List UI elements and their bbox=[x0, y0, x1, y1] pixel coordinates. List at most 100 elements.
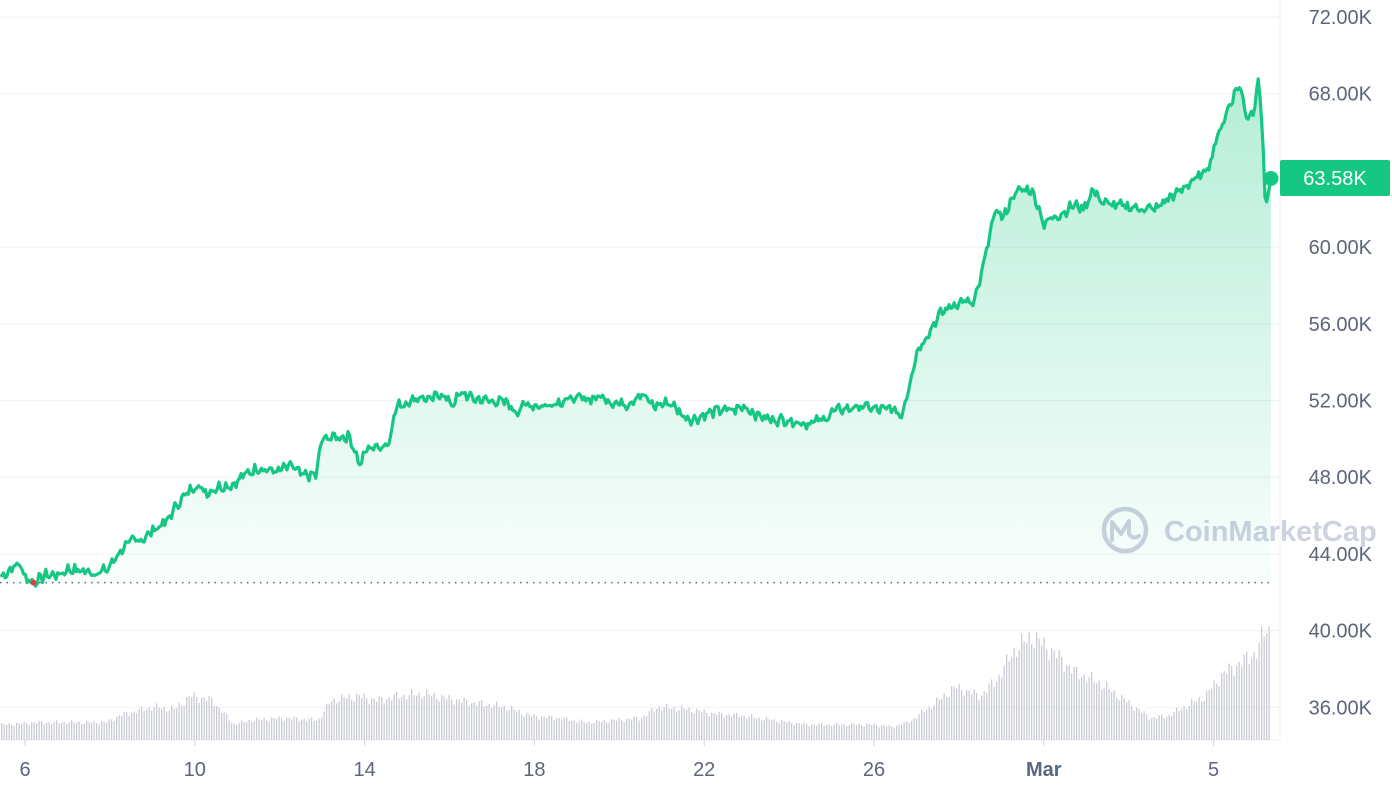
volume-bar bbox=[311, 717, 313, 740]
volume-bar bbox=[73, 722, 75, 740]
volume-bar bbox=[673, 707, 675, 740]
volume-bar bbox=[1218, 686, 1220, 740]
volume-bar bbox=[18, 723, 20, 740]
volume-bar bbox=[623, 722, 625, 740]
volume-bar bbox=[596, 719, 598, 740]
volume-bar bbox=[523, 716, 525, 740]
volume-bar bbox=[991, 679, 993, 740]
volume-bar bbox=[98, 724, 100, 740]
volume-bar bbox=[773, 719, 775, 740]
volume-bar bbox=[293, 716, 295, 740]
volume-bar bbox=[1248, 664, 1250, 740]
volume-bar bbox=[378, 696, 380, 740]
volume-bar bbox=[771, 720, 773, 740]
volume-bar bbox=[1186, 709, 1188, 740]
volume-bar bbox=[416, 695, 418, 740]
volume-bar bbox=[586, 722, 588, 740]
volume-bar bbox=[798, 723, 800, 740]
volume-bar bbox=[168, 710, 170, 740]
volume-bar bbox=[431, 696, 433, 740]
volume-bar bbox=[948, 696, 950, 740]
volume-bar bbox=[743, 715, 745, 740]
volume-bar bbox=[1251, 658, 1253, 740]
volume-bar bbox=[503, 705, 505, 740]
volume-bar bbox=[1138, 709, 1140, 740]
volume-bar bbox=[163, 706, 165, 740]
volume-bar bbox=[43, 724, 45, 740]
volume-bar bbox=[898, 724, 900, 740]
volume-bar bbox=[1, 723, 3, 740]
volume-bar bbox=[408, 694, 410, 740]
volume-bar bbox=[1111, 692, 1113, 740]
volume-bar bbox=[683, 708, 685, 740]
volume-bar bbox=[301, 719, 303, 740]
volume-bar bbox=[971, 694, 973, 740]
volume-bar bbox=[461, 702, 463, 740]
volume-bar bbox=[331, 701, 333, 740]
volume-bar bbox=[1078, 679, 1080, 740]
volume-bar bbox=[356, 693, 358, 740]
current-price-badge: 63.58K bbox=[1280, 160, 1390, 196]
volume-bar bbox=[28, 725, 30, 740]
volume-bar bbox=[143, 711, 145, 740]
volume-bar bbox=[553, 720, 555, 740]
volume-bar bbox=[923, 711, 925, 740]
volume-bar bbox=[996, 681, 998, 740]
volume-bar bbox=[1198, 697, 1200, 740]
volume-bar bbox=[11, 724, 13, 740]
volume-bar bbox=[608, 722, 610, 740]
volume-bar bbox=[533, 713, 535, 740]
volume-bar bbox=[1038, 638, 1040, 740]
volume-bar bbox=[573, 720, 575, 740]
volume-bar bbox=[718, 711, 720, 740]
volume-bar bbox=[491, 708, 493, 740]
volume-bar bbox=[466, 699, 468, 740]
volume-bar bbox=[188, 696, 190, 740]
volume-bar bbox=[1228, 663, 1230, 740]
volume-bar bbox=[1243, 654, 1245, 740]
volume-bar bbox=[581, 719, 583, 740]
start-marker bbox=[30, 579, 37, 586]
volume-bar bbox=[183, 705, 185, 740]
volume-bar bbox=[171, 705, 173, 740]
volume-bar bbox=[328, 704, 330, 740]
volume-bar bbox=[151, 710, 153, 740]
volume-bar bbox=[826, 725, 828, 740]
volume-bar bbox=[1141, 712, 1143, 740]
volume-bar bbox=[1068, 665, 1070, 740]
volume-bar bbox=[133, 711, 135, 740]
volume-bar bbox=[511, 705, 513, 740]
volume-bar bbox=[96, 723, 98, 740]
y-tick-label: 36.00K bbox=[1309, 697, 1373, 719]
volume-bar bbox=[363, 693, 365, 740]
volume-bar bbox=[1028, 632, 1030, 740]
volume-bar bbox=[701, 712, 703, 740]
volume-bar bbox=[386, 699, 388, 740]
volume-bar bbox=[943, 693, 945, 740]
volume-bar bbox=[1106, 681, 1108, 740]
volume-bar bbox=[666, 703, 668, 740]
volume-bar bbox=[1066, 665, 1068, 740]
volume-bar bbox=[576, 722, 578, 740]
volume-bar bbox=[141, 706, 143, 740]
volume-bar bbox=[308, 718, 310, 740]
volume-bar bbox=[568, 721, 570, 740]
volume-bar bbox=[1268, 626, 1270, 740]
volume-bar bbox=[981, 695, 983, 740]
volume-bar bbox=[436, 698, 438, 740]
volume-bar bbox=[1193, 701, 1195, 740]
volume-bar bbox=[1036, 632, 1038, 740]
volume-bar bbox=[768, 719, 770, 740]
volume-bar bbox=[246, 721, 248, 740]
volume-bar bbox=[448, 694, 450, 740]
volume-bar bbox=[1151, 718, 1153, 740]
volume-bar bbox=[1143, 711, 1145, 740]
volume-bar bbox=[988, 683, 990, 740]
volume-bar bbox=[23, 721, 25, 740]
volume-bar bbox=[1001, 677, 1003, 740]
volume-bar bbox=[748, 716, 750, 740]
volume-bar bbox=[786, 722, 788, 740]
volume-bar bbox=[428, 693, 430, 740]
